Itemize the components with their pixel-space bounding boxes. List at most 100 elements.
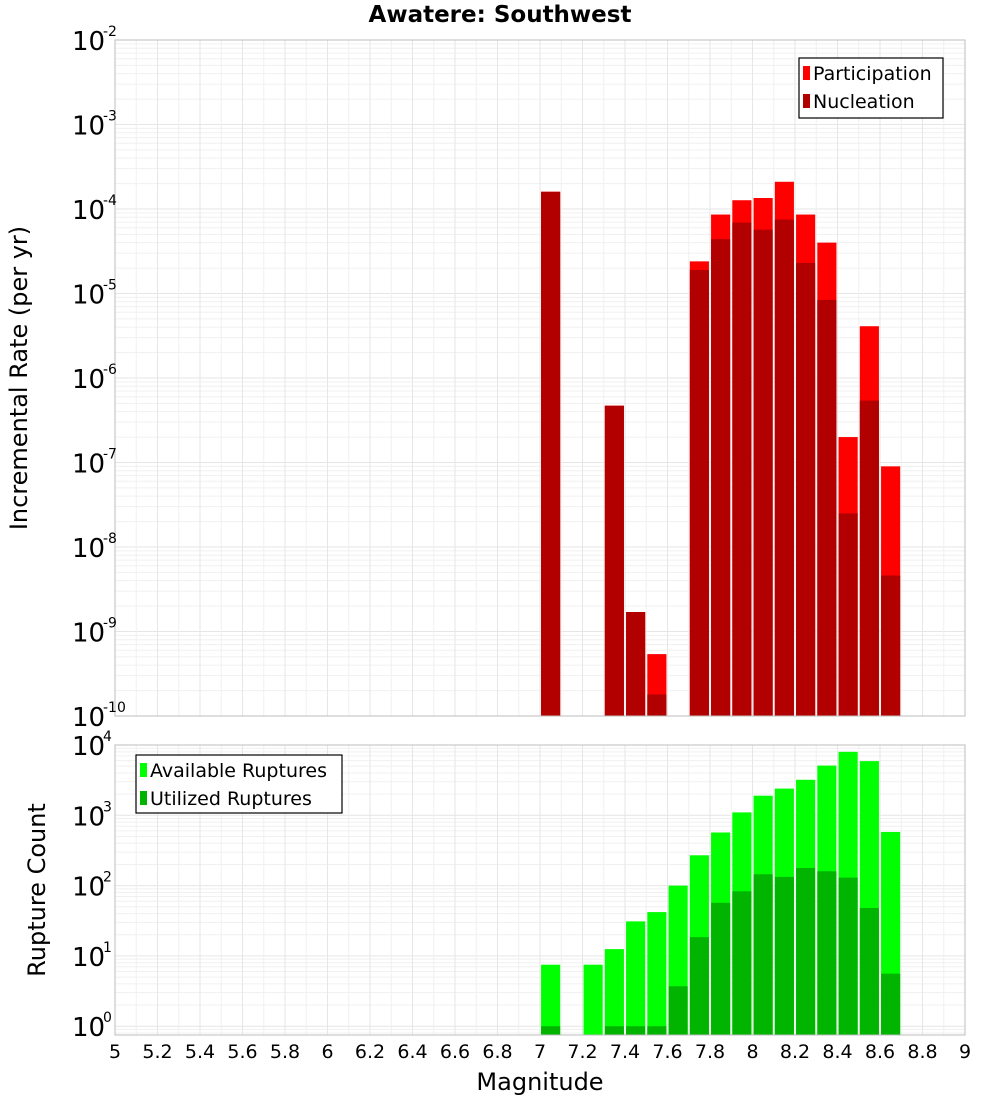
top-y-tick-label: 10 — [72, 27, 105, 57]
top-y-tick-exponent: -3 — [103, 109, 117, 125]
bottom-bar-utilized-ruptures — [626, 1026, 646, 1035]
top-bar-nucleation — [838, 513, 858, 716]
bottom-bar-available-ruptures — [583, 964, 603, 1035]
x-tick-label: 8 — [746, 1041, 758, 1063]
top-legend: Participation Nucleation — [798, 57, 944, 119]
top-bar-nucleation — [859, 400, 879, 716]
top-y-tick-label: 10 — [72, 196, 105, 226]
top-bar-nucleation — [796, 262, 816, 716]
top-bar-nucleation — [689, 269, 709, 716]
top-y-tick-label: 10 — [72, 703, 105, 733]
top-bar-nucleation — [774, 219, 794, 717]
top-y-tick-exponent: -8 — [103, 531, 117, 547]
bottom-legend-label: Available Ruptures — [150, 760, 327, 782]
bottom-legend-box — [135, 754, 343, 814]
top-bar-nucleation — [541, 191, 561, 717]
bottom-y-tick-exponent: 3 — [103, 799, 112, 815]
top-bar-nucleation — [647, 694, 667, 716]
x-tick-label: 7.4 — [610, 1041, 640, 1063]
x-tick-label: 6.4 — [397, 1041, 427, 1063]
bottom-bar-utilized-ruptures — [838, 877, 858, 1035]
x-tick-label: 7 — [534, 1041, 546, 1063]
top-plot-area: 10-210-310-410-510-610-710-810-910-10Par… — [72, 24, 966, 733]
top-y-tick-label: 10 — [72, 281, 105, 311]
bottom-bar-utilized-ruptures — [711, 902, 731, 1035]
x-tick-label: 5.8 — [270, 1041, 300, 1063]
bottom-y-tick-label: 10 — [72, 732, 105, 762]
top-legend-label: Nucleation — [813, 91, 915, 113]
bottom-bar-available-ruptures — [604, 949, 624, 1035]
bottom-legend: Available Ruptures Utilized Ruptures — [135, 754, 343, 814]
x-tick-label: 5.4 — [185, 1041, 215, 1063]
x-tick-label: 8.2 — [780, 1041, 810, 1063]
bottom-y-tick-label: 10 — [72, 943, 105, 973]
bottom-bar-utilized-ruptures — [647, 1026, 667, 1035]
top-y-tick-exponent: -10 — [103, 700, 126, 716]
bottom-bar-utilized-ruptures — [796, 868, 816, 1035]
x-tick-label: 5.2 — [142, 1041, 172, 1063]
top-bar-nucleation — [711, 239, 731, 717]
top-y-tick-exponent: -4 — [103, 193, 117, 209]
x-axis-tick-labels: 5 5.2 5.4 5.6 5.8 6 6.2 6.4 6.6 6.8 7 7.2 7.4 7.6 7.8 8… — [109, 1041, 971, 1063]
bottom-y-tick-label: 10 — [72, 802, 105, 832]
top-y-tick-label: 10 — [72, 450, 105, 480]
x-tick-label: 6.2 — [355, 1041, 385, 1063]
top-y-tick-label: 10 — [72, 534, 105, 564]
top-bar-nucleation — [881, 575, 901, 716]
top-bar-nucleation — [626, 612, 646, 716]
x-tick-label: 8.8 — [907, 1041, 937, 1063]
x-tick-label: 7.2 — [567, 1041, 597, 1063]
top-legend-box — [798, 57, 944, 119]
top-y-tick-exponent: -7 — [103, 447, 117, 463]
bottom-bar-utilized-ruptures — [859, 908, 879, 1035]
bottom-y-axis-title: Rupture Count — [23, 803, 51, 977]
x-tick-label: 5 — [109, 1041, 121, 1063]
bottom-bar-utilized-ruptures — [753, 874, 773, 1035]
bottom-y-tick-exponent: 1 — [103, 940, 112, 956]
x-axis-title: Magnitude — [476, 1068, 603, 1096]
top-y-tick-exponent: -9 — [103, 616, 117, 632]
x-tick-label: 9 — [959, 1041, 971, 1063]
bottom-bar-available-ruptures — [647, 912, 667, 1035]
top-legend-swatch — [803, 94, 810, 108]
top-y-axis-title: Incremental Rate (per yr) — [5, 226, 33, 530]
x-tick-label: 8.4 — [822, 1041, 852, 1063]
top-bar-nucleation — [732, 222, 752, 716]
top-y-tick-exponent: -2 — [103, 24, 117, 40]
top-y-tick-label: 10 — [72, 365, 105, 395]
bottom-bar-utilized-ruptures — [817, 871, 837, 1035]
top-y-tick-label: 10 — [72, 112, 105, 142]
bottom-plot-frame — [114, 744, 966, 1036]
bottom-y-tick-exponent: 2 — [103, 870, 112, 886]
top-bar-nucleation — [604, 405, 624, 716]
top-plot-frame — [114, 39, 966, 717]
x-tick-label: 6.8 — [482, 1041, 512, 1063]
x-tick-label: 6 — [321, 1041, 333, 1063]
bottom-legend-swatch — [140, 791, 147, 805]
bottom-bar-utilized-ruptures — [604, 1026, 624, 1035]
bottom-y-tick-label: 10 — [72, 873, 105, 903]
bottom-bar-utilized-ruptures — [689, 937, 709, 1035]
top-y-tick-label: 10 — [72, 619, 105, 649]
bottom-bar-utilized-ruptures — [881, 973, 901, 1035]
bottom-bar-utilized-ruptures — [774, 876, 794, 1035]
bottom-bar-available-ruptures — [626, 921, 646, 1035]
bottom-legend-label: Utilized Ruptures — [150, 788, 312, 810]
bottom-y-tick-exponent: 4 — [103, 729, 112, 745]
x-tick-label: 7.8 — [695, 1041, 725, 1063]
bottom-legend-swatch — [140, 763, 147, 777]
x-tick-label: 5.6 — [227, 1041, 257, 1063]
bottom-bar-utilized-ruptures — [732, 891, 752, 1035]
bottom-y-tick-label: 10 — [72, 1013, 105, 1043]
top-y-tick-exponent: -5 — [103, 278, 117, 294]
top-bar-nucleation — [817, 299, 837, 716]
top-bar-nucleation — [753, 229, 773, 716]
top-y-tick-exponent: -6 — [103, 362, 117, 378]
x-tick-label: 8.6 — [865, 1041, 895, 1063]
bottom-bar-utilized-ruptures — [541, 1026, 561, 1035]
x-tick-label: 7.6 — [652, 1041, 682, 1063]
bottom-bar-available-ruptures — [541, 964, 561, 1035]
